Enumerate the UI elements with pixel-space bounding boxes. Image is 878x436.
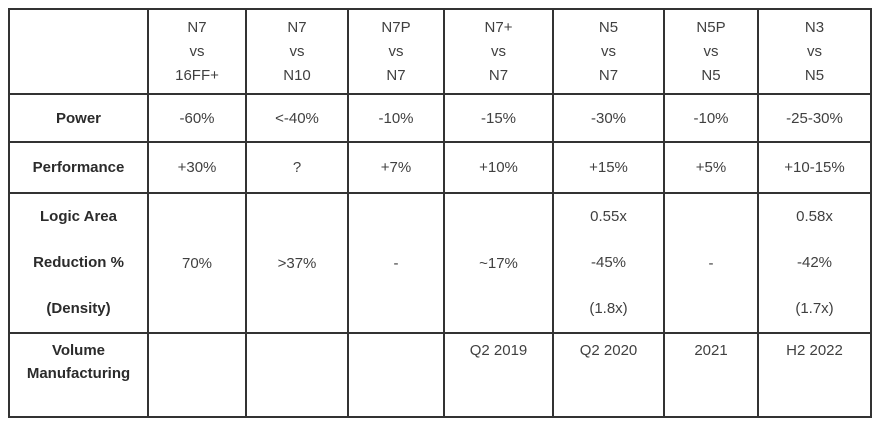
cell-volume-n7plus-vs-n7: Q2 2019 bbox=[443, 332, 554, 418]
vs-label: vs bbox=[703, 42, 719, 60]
cell-logic-n3-vs-n5: 0.58x -42% (1.7x) bbox=[757, 192, 872, 334]
row-label-line: Reduction % bbox=[33, 254, 124, 271]
row-label-power: Power bbox=[8, 93, 149, 143]
logic-area-row: Logic Area Reduction % (Density) 70% >37… bbox=[8, 192, 872, 334]
row-label-line: Volume bbox=[51, 342, 106, 359]
cell-volume-n5-vs-n7: Q2 2020 bbox=[552, 332, 665, 418]
cell-performance-n7plus-vs-n7: +10% bbox=[443, 141, 554, 194]
cell-logic-n7plus-vs-n7: ~17% bbox=[443, 192, 554, 334]
row-label-line: (Density) bbox=[46, 300, 111, 317]
cell-volume-n5p-vs-n5: 2021 bbox=[663, 332, 759, 418]
node-name: N7P bbox=[381, 18, 411, 36]
node-name: N5 bbox=[598, 18, 619, 36]
cell-power-n3-vs-n5: -25-30% bbox=[757, 93, 872, 143]
cell-value-line: 0.55x bbox=[590, 208, 627, 225]
performance-row: Performance +30% ? +7% +10% +15% +5% +10… bbox=[8, 141, 872, 194]
row-label-line: Logic Area bbox=[40, 208, 117, 225]
power-row: Power -60% <-40% -10% -15% -30% -10% -25… bbox=[8, 93, 872, 143]
vs-label: vs bbox=[491, 42, 506, 60]
cell-power-n7plus-vs-n7: -15% bbox=[443, 93, 554, 143]
row-label-logic-area: Logic Area Reduction % (Density) bbox=[8, 192, 149, 334]
vs-label: vs bbox=[601, 42, 616, 60]
volume-manufacturing-row: Volume Manufacturing Q2 2019 Q2 2020 202… bbox=[8, 332, 872, 418]
cell-logic-n7p-vs-n7: - bbox=[347, 192, 445, 334]
baseline-node: N10 bbox=[283, 66, 311, 84]
column-header-n7-vs-n10: N7 vs N10 bbox=[245, 8, 349, 95]
cell-performance-n7p-vs-n7: +7% bbox=[347, 141, 445, 194]
row-label-volume-manufacturing: Volume Manufacturing bbox=[8, 332, 149, 418]
baseline-node: N5 bbox=[701, 66, 721, 84]
node-name: N7 bbox=[187, 18, 207, 36]
header-row: N7 vs 16FF+ N7 vs N10 N7P vs N7 N7+ vs N… bbox=[8, 8, 872, 95]
cell-logic-n5p-vs-n5: - bbox=[663, 192, 759, 334]
cell-value-line: 0.58x bbox=[796, 208, 833, 225]
column-header-n7plus-vs-n7: N7+ vs N7 bbox=[443, 8, 554, 95]
cell-logic-n7-vs-n10: >37% bbox=[245, 192, 349, 334]
column-header-n7-vs-16ff: N7 vs 16FF+ bbox=[147, 8, 247, 95]
column-header-n5p-vs-n5: N5P vs N5 bbox=[663, 8, 759, 95]
vs-label: vs bbox=[189, 42, 205, 60]
cell-performance-n5p-vs-n5: +5% bbox=[663, 141, 759, 194]
column-header-n7p-vs-n7: N7P vs N7 bbox=[347, 8, 445, 95]
row-label-performance: Performance bbox=[8, 141, 149, 194]
cell-volume-n7-vs-16ff-empty bbox=[147, 332, 247, 418]
node-name: N5P bbox=[696, 18, 726, 36]
node-name: N3 bbox=[804, 18, 825, 36]
baseline-node: N7 bbox=[598, 66, 619, 84]
cell-performance-n3-vs-n5: +10-15% bbox=[757, 141, 872, 194]
corner-cell-empty bbox=[8, 8, 149, 95]
cell-performance-n7-vs-n10: ? bbox=[245, 141, 349, 194]
cell-value-line: -45% bbox=[590, 254, 627, 271]
cell-performance-n7-vs-16ff: +30% bbox=[147, 141, 247, 194]
cell-logic-n7-vs-16ff: 70% bbox=[147, 192, 247, 334]
vs-label: vs bbox=[289, 42, 305, 60]
process-node-comparison-table: N7 vs 16FF+ N7 vs N10 N7P vs N7 N7+ vs N… bbox=[8, 8, 872, 418]
vs-label: vs bbox=[807, 42, 822, 60]
row-label-line: Manufacturing bbox=[26, 365, 131, 382]
node-name: N7+ bbox=[484, 18, 513, 36]
vs-label: vs bbox=[388, 42, 404, 60]
cell-power-n5-vs-n7: -30% bbox=[552, 93, 665, 143]
cell-logic-n5-vs-n7: 0.55x -45% (1.8x) bbox=[552, 192, 665, 334]
cell-value-line: (1.7x) bbox=[795, 300, 834, 317]
cell-value-line: (1.8x) bbox=[589, 300, 628, 317]
cell-power-n7p-vs-n7: -10% bbox=[347, 93, 445, 143]
cell-power-n5p-vs-n5: -10% bbox=[663, 93, 759, 143]
column-header-n5-vs-n7: N5 vs N7 bbox=[552, 8, 665, 95]
cell-volume-n3-vs-n5: H2 2022 bbox=[757, 332, 872, 418]
baseline-node: N7 bbox=[386, 66, 406, 84]
baseline-node: N7 bbox=[488, 66, 509, 84]
cell-performance-n5-vs-n7: +15% bbox=[552, 141, 665, 194]
cell-power-n7-vs-16ff: -60% bbox=[147, 93, 247, 143]
baseline-node: N5 bbox=[804, 66, 825, 84]
column-header-n3-vs-n5: N3 vs N5 bbox=[757, 8, 872, 95]
cell-volume-n7-vs-n10-empty bbox=[245, 332, 349, 418]
node-name: N7 bbox=[287, 18, 307, 36]
baseline-node: 16FF+ bbox=[175, 66, 219, 84]
cell-volume-n7p-vs-n7-empty bbox=[347, 332, 445, 418]
cell-power-n7-vs-n10: <-40% bbox=[245, 93, 349, 143]
cell-value-line: -42% bbox=[796, 254, 833, 271]
